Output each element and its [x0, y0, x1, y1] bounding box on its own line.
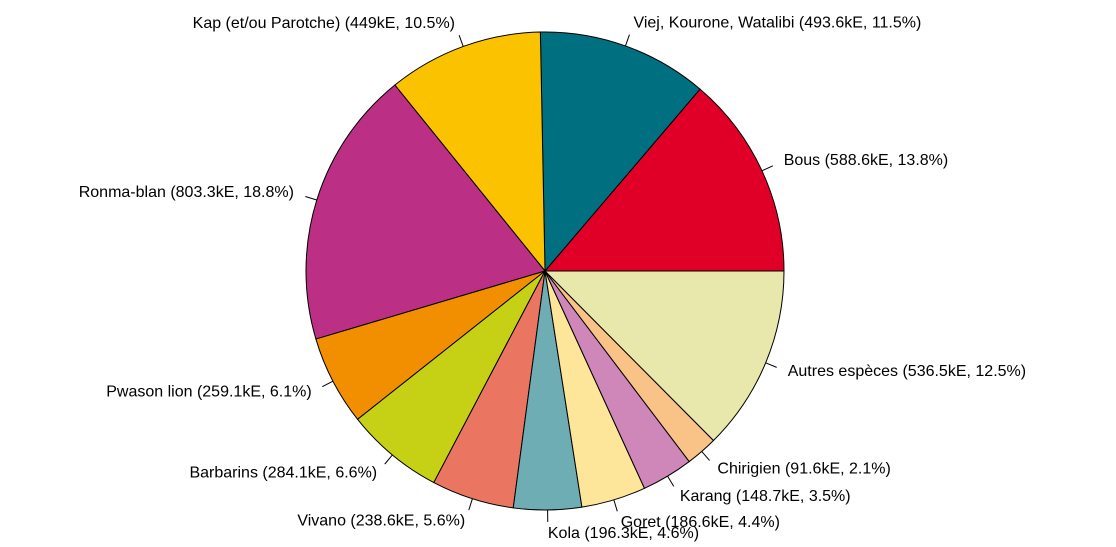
slice-label: Bous (588.6kE, 13.8%)	[784, 152, 949, 169]
label-tick	[624, 34, 630, 47]
slice-label: Kap (et/ou Parotche) (449kE, 10.5%)	[193, 15, 455, 32]
slice-label: Vivano (238.6kE, 5.6%)	[297, 513, 465, 530]
label-tick	[305, 196, 317, 201]
pie-slice	[305, 84, 546, 340]
pie-slice	[539, 31, 701, 273]
slice-label: Ronma-blan (803.3kE, 18.8%)	[79, 184, 294, 201]
pie-slice	[394, 31, 546, 273]
label-tick	[765, 362, 777, 368]
slice-label: Kola (196.3kE, 4.6%)	[548, 525, 699, 542]
label-tick	[761, 165, 774, 172]
pie-slice	[543, 270, 785, 442]
slice-label: Autres espèces (536.5kE, 12.5%)	[788, 363, 1026, 380]
slice-label: Barbarins (284.1kE, 6.6%)	[189, 465, 377, 482]
slice-label: Viej, Kourone, Watalibi (493.6kE, 11.5%)	[633, 15, 921, 32]
pie-slice	[543, 88, 785, 272]
slice-label: Goret (186.6kE, 4.4%)	[621, 514, 780, 531]
label-tick	[322, 380, 334, 388]
slice-label: Chirigien (91.6kE, 2.1%)	[717, 461, 890, 478]
label-tick	[468, 498, 473, 511]
label-tick	[701, 451, 710, 461]
label-tick	[667, 475, 675, 487]
slice-label: Karang (148.7kE, 3.5%)	[680, 488, 851, 505]
label-tick	[384, 454, 393, 465]
label-tick	[458, 35, 464, 47]
slice-label: Pwason lion (259.1kE, 6.1%)	[106, 383, 311, 400]
label-tick	[613, 499, 618, 512]
